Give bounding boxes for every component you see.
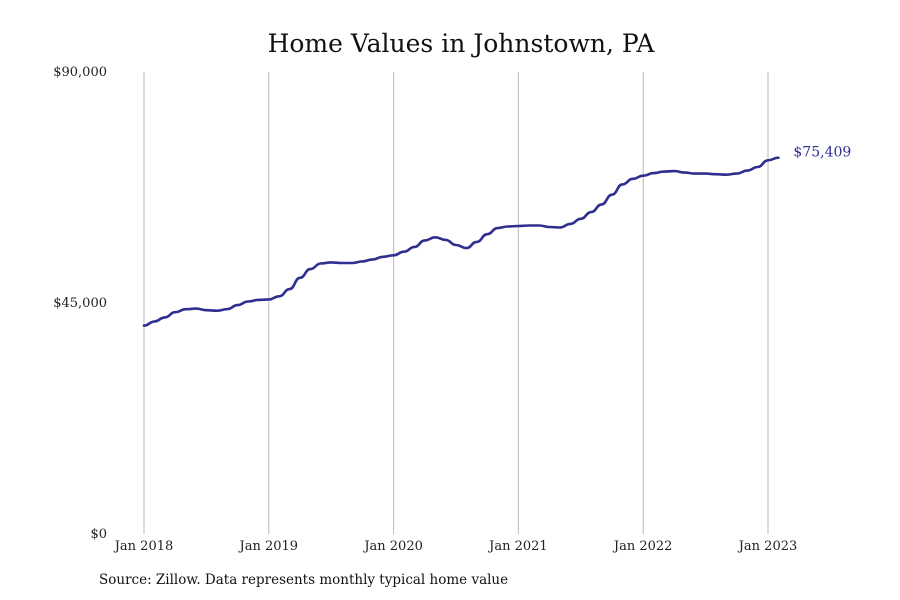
x-tick-label: Jan 2022 [612, 539, 673, 554]
x-tick-label: Jan 2023 [737, 539, 798, 554]
y-axis-tick-labels: $0 $45,000 $90,000 [53, 65, 107, 542]
y-tick-label: $0 [90, 527, 107, 542]
chart-title: Home Values in Johnstown, PA [268, 29, 656, 58]
vertical-gridlines [143, 72, 769, 534]
x-tick-label: Jan 2019 [238, 539, 299, 554]
x-axis-tick-labels: Jan 2018 Jan 2019 Jan 2020 Jan 2021 Jan 2022… [113, 539, 798, 554]
source-note: Source: Zillow. Data represents monthly … [99, 572, 509, 588]
x-tick-label: Jan 2018 [113, 539, 174, 554]
x-tick-label: Jan 2021 [487, 539, 548, 554]
series-line-0 [142, 156, 780, 327]
x-tick-label: Jan 2020 [362, 539, 423, 554]
last-value-label: $75,409 [793, 145, 851, 161]
y-tick-label: $90,000 [53, 65, 107, 80]
y-tick-label: $45,000 [53, 296, 107, 311]
series-group [142, 156, 780, 327]
